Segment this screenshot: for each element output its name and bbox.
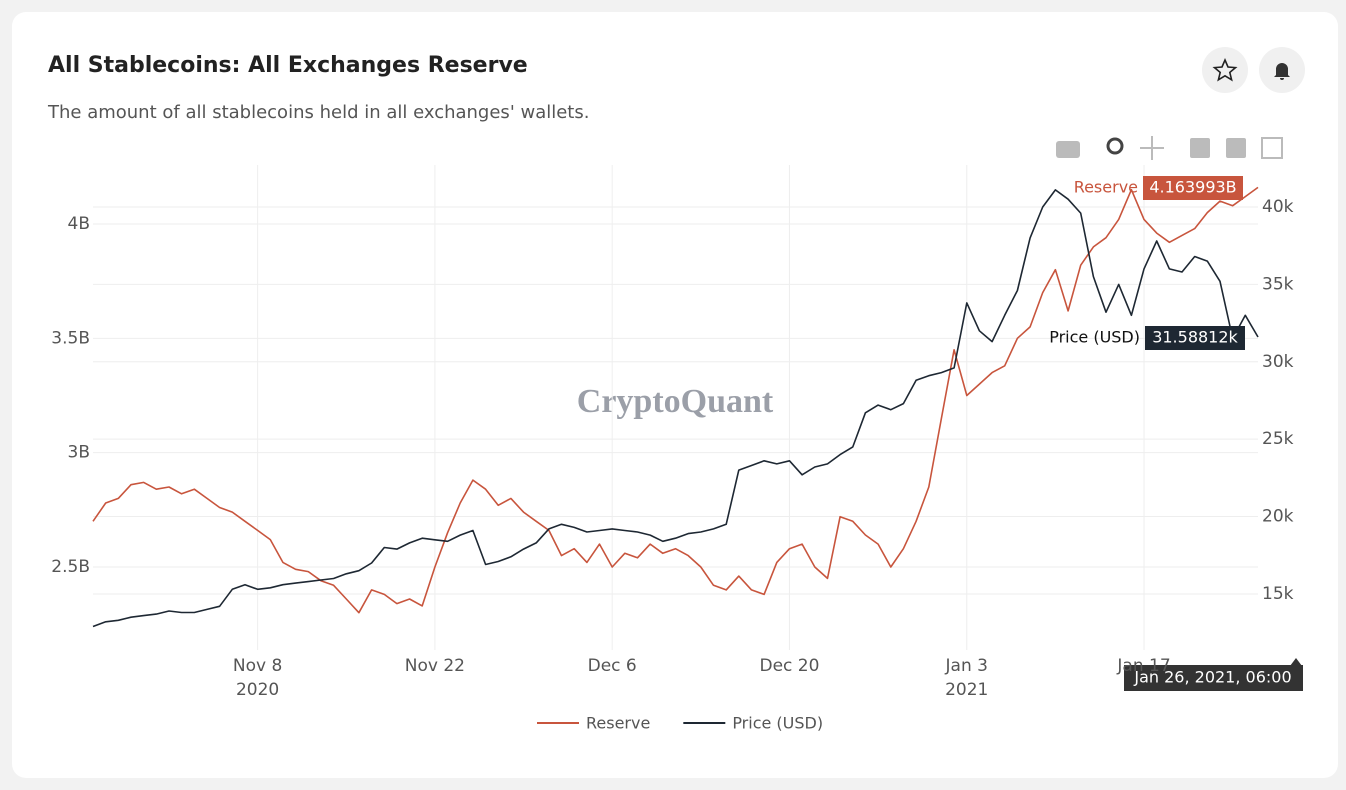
hover-date: Jan 26, 2021, 06:00 bbox=[1133, 668, 1291, 687]
reset-icon[interactable] bbox=[1261, 137, 1283, 159]
pan-icon[interactable] bbox=[1140, 136, 1164, 160]
chart-title: All Stablecoins: All Exchanges Reserve bbox=[48, 53, 528, 78]
grid bbox=[93, 165, 1258, 650]
series-line bbox=[92, 186, 1259, 614]
y-tick-label: 4B bbox=[68, 214, 90, 234]
star-button[interactable] bbox=[1202, 47, 1248, 93]
hover-value: 4.163993B bbox=[1149, 178, 1236, 197]
legend-label: Reserve bbox=[586, 714, 650, 733]
hover-value-box bbox=[1145, 326, 1245, 350]
toolbar bbox=[1056, 136, 1283, 160]
y2-tick-label: 30k bbox=[1262, 352, 1294, 372]
card bbox=[12, 12, 1338, 778]
x-tick-label: Nov 22 bbox=[404, 656, 465, 676]
hover-date-pointer bbox=[1290, 658, 1302, 666]
chart-subtitle: The amount of all stablecoins held in al… bbox=[47, 102, 589, 123]
series-line bbox=[92, 189, 1259, 628]
watermark: CryptoQuant bbox=[577, 383, 774, 420]
legend: Reserve Price (USD) bbox=[537, 714, 823, 733]
hover-name: Price (USD) bbox=[1049, 328, 1140, 347]
bell-button[interactable] bbox=[1259, 47, 1305, 93]
x-tick-label: Jan 17 bbox=[1117, 656, 1171, 676]
camera-icon[interactable] bbox=[1056, 141, 1080, 158]
zoom-in-icon[interactable] bbox=[1190, 138, 1210, 158]
hover-value-box bbox=[1143, 176, 1243, 200]
y-tick-label: 3.5B bbox=[51, 328, 90, 348]
y2-tick-label: 35k bbox=[1262, 274, 1294, 294]
y2-tick-label: 40k bbox=[1262, 197, 1294, 217]
y2-tick-label: 15k bbox=[1262, 584, 1294, 604]
x-tick-label: Dec 20 bbox=[759, 656, 820, 676]
hover-name: Reserve bbox=[1074, 178, 1138, 197]
hover-date-box bbox=[1124, 665, 1303, 691]
x-tick-label: Jan 3 2021 bbox=[945, 656, 989, 700]
y-tick-label: 3B bbox=[68, 443, 90, 463]
hover-labels: 4.163993B Reserve 31.58812k Price (USD) Jan … bbox=[1049, 176, 1303, 691]
legend-label: Price (USD) bbox=[732, 714, 823, 733]
y-tick-label: 2.5B bbox=[51, 557, 90, 577]
y2-tick-label: 25k bbox=[1262, 429, 1294, 449]
hover-value: 31.58812k bbox=[1152, 328, 1238, 347]
x-tick-label: Nov 8 2020 bbox=[232, 656, 283, 700]
zoom-icon[interactable] bbox=[1106, 137, 1124, 155]
y2-tick-label: 20k bbox=[1262, 507, 1294, 527]
zoom-out-icon[interactable] bbox=[1226, 138, 1246, 158]
x-tick-label: Dec 6 bbox=[587, 656, 637, 676]
